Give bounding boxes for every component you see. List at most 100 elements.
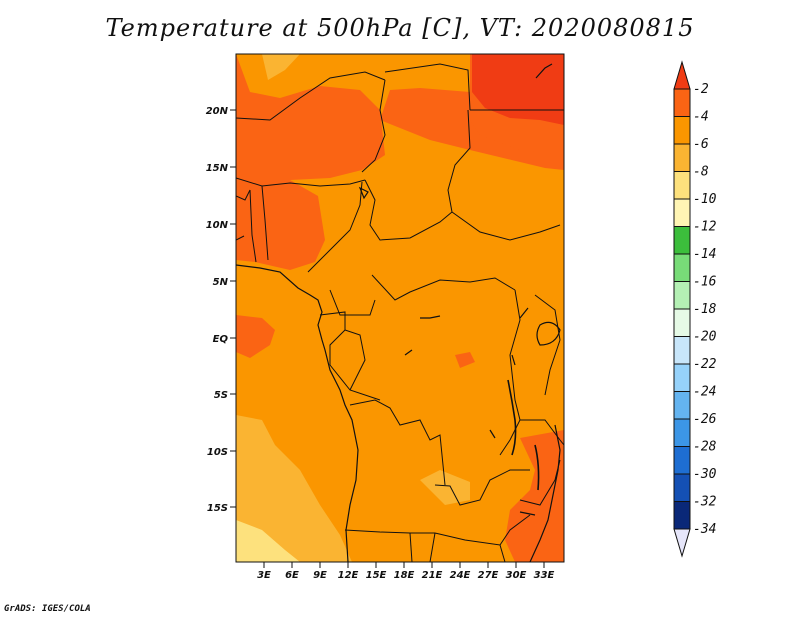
border-algeria-niger bbox=[236, 71, 386, 121]
colorbar-label: -10 bbox=[693, 192, 717, 207]
field-warm-west bbox=[236, 180, 325, 270]
border-libya-chad bbox=[361, 79, 386, 173]
field-warm-se bbox=[505, 430, 564, 562]
temperature-field bbox=[236, 54, 564, 562]
colorbar-swatch bbox=[673, 418, 691, 447]
border-botswana bbox=[409, 532, 413, 562]
lon-label: 6E bbox=[285, 570, 299, 581]
lat-label: 10N bbox=[206, 220, 229, 231]
lat-label: EQ bbox=[213, 334, 229, 345]
field-cool-south bbox=[236, 415, 352, 562]
lat-label: 5S bbox=[214, 390, 228, 401]
field-warm-east-spot bbox=[455, 352, 475, 368]
colorbar-swatch bbox=[673, 391, 691, 420]
lon-label: 9E bbox=[313, 570, 327, 581]
map-frame bbox=[235, 53, 565, 563]
colorbar-swatch bbox=[673, 446, 691, 475]
coast-gulf-of-guinea bbox=[236, 264, 359, 562]
lon-label: 30E bbox=[506, 570, 527, 581]
border-cameroon-south bbox=[329, 289, 376, 316]
border-sa bbox=[429, 532, 436, 562]
colorbar-swatch bbox=[673, 171, 691, 200]
colorbar-label: -2 bbox=[693, 82, 709, 97]
grads-credit: GrADS: IGES/COLA bbox=[4, 604, 91, 614]
colorbar-label: -24 bbox=[693, 385, 716, 400]
lake-malawi bbox=[534, 444, 540, 491]
border-chad-car bbox=[364, 179, 453, 241]
border-car-drc bbox=[371, 274, 516, 301]
lat-label: 10S bbox=[207, 447, 228, 458]
border-ghana bbox=[236, 235, 245, 241]
lon-label: 3E bbox=[257, 570, 271, 581]
colorbar-swatch bbox=[673, 226, 691, 255]
colorbar-swatch bbox=[673, 501, 691, 530]
lake-kivu bbox=[511, 354, 516, 366]
colorbar-label: -34 bbox=[693, 522, 716, 537]
border-libya-sudan bbox=[384, 63, 471, 111]
border-uganda-kenya bbox=[534, 294, 561, 396]
border-chad-sudan bbox=[447, 109, 471, 213]
lon-label: 33E bbox=[534, 570, 555, 581]
lake-albert bbox=[519, 307, 529, 319]
border-drc-angola bbox=[349, 399, 446, 486]
field-cool-north bbox=[262, 54, 300, 80]
lon-label: 18E bbox=[394, 570, 415, 581]
coast-red-sea bbox=[535, 63, 553, 79]
border-zimbabwe bbox=[499, 544, 506, 562]
chart-title: Temperature at 500hPa [C], VT: 202008081… bbox=[105, 14, 695, 42]
border-tanzania bbox=[520, 419, 564, 446]
border-angola-namibia bbox=[344, 529, 435, 534]
lat-label: 15S bbox=[207, 503, 228, 514]
field-coolest-sw bbox=[236, 520, 300, 562]
lake-chad bbox=[358, 186, 369, 200]
border-nigeria-cameroon bbox=[307, 181, 363, 273]
lon-label: 24E bbox=[450, 570, 471, 581]
lake-victoria bbox=[536, 321, 561, 346]
border-benin-togo bbox=[249, 189, 257, 263]
lake-kariba bbox=[519, 511, 536, 516]
lon-label: 12E bbox=[338, 570, 359, 581]
lat-label: 15N bbox=[206, 163, 229, 174]
river-congo-2 bbox=[404, 349, 413, 356]
lake-tanganyika bbox=[507, 379, 517, 456]
colorbar-label: -6 bbox=[693, 137, 709, 152]
lat-label: 5N bbox=[213, 277, 229, 288]
lake-mweru bbox=[489, 429, 496, 439]
border-drc-east bbox=[499, 289, 521, 456]
colorbar-top-triangle bbox=[673, 60, 691, 90]
lon-label: 21E bbox=[422, 570, 443, 581]
colorbar-swatch bbox=[673, 308, 691, 337]
colorbar-label: -28 bbox=[693, 440, 717, 455]
colorbar bbox=[673, 60, 691, 558]
border-nigeria-benin bbox=[261, 185, 269, 261]
lat-label: 20N bbox=[206, 106, 229, 117]
colorbar-swatch bbox=[673, 281, 691, 310]
colorbar-swatch bbox=[673, 88, 691, 117]
colorbar-label: -14 bbox=[693, 247, 716, 262]
colorbar-label: -22 bbox=[693, 357, 717, 372]
lat-axis: 20N 15N 10N 5N EQ 5S 10S 15S bbox=[206, 106, 236, 514]
colorbar-label: -16 bbox=[693, 275, 717, 290]
river-congo-1 bbox=[420, 315, 441, 319]
field-warm-sw-spot bbox=[236, 315, 275, 358]
colorbar-label: -8 bbox=[693, 165, 709, 180]
colorbar-swatch bbox=[673, 116, 691, 145]
lon-label: 15E bbox=[366, 570, 387, 581]
colorbar-swatch bbox=[673, 473, 691, 502]
border-sudan-ssudan bbox=[451, 211, 561, 241]
colorbar-swatch bbox=[673, 198, 691, 227]
country-boundaries bbox=[236, 63, 564, 562]
colorbar-label: -26 bbox=[693, 412, 717, 427]
border-zambia bbox=[434, 469, 530, 506]
colorbar-label: -32 bbox=[693, 495, 717, 510]
colorbar-label: -18 bbox=[693, 302, 717, 317]
colorbar-label: -30 bbox=[693, 467, 717, 482]
border-congo bbox=[329, 329, 381, 401]
colorbar-swatch bbox=[673, 143, 691, 172]
colorbar-swatch bbox=[673, 253, 691, 282]
field-cool-east bbox=[420, 470, 470, 505]
border-burkina bbox=[236, 189, 251, 201]
border-niger-nigeria bbox=[236, 177, 366, 187]
lon-axis: 3E 6E 9E 12E 15E 18E 21E 24E 27E 30E 33E bbox=[257, 562, 555, 581]
